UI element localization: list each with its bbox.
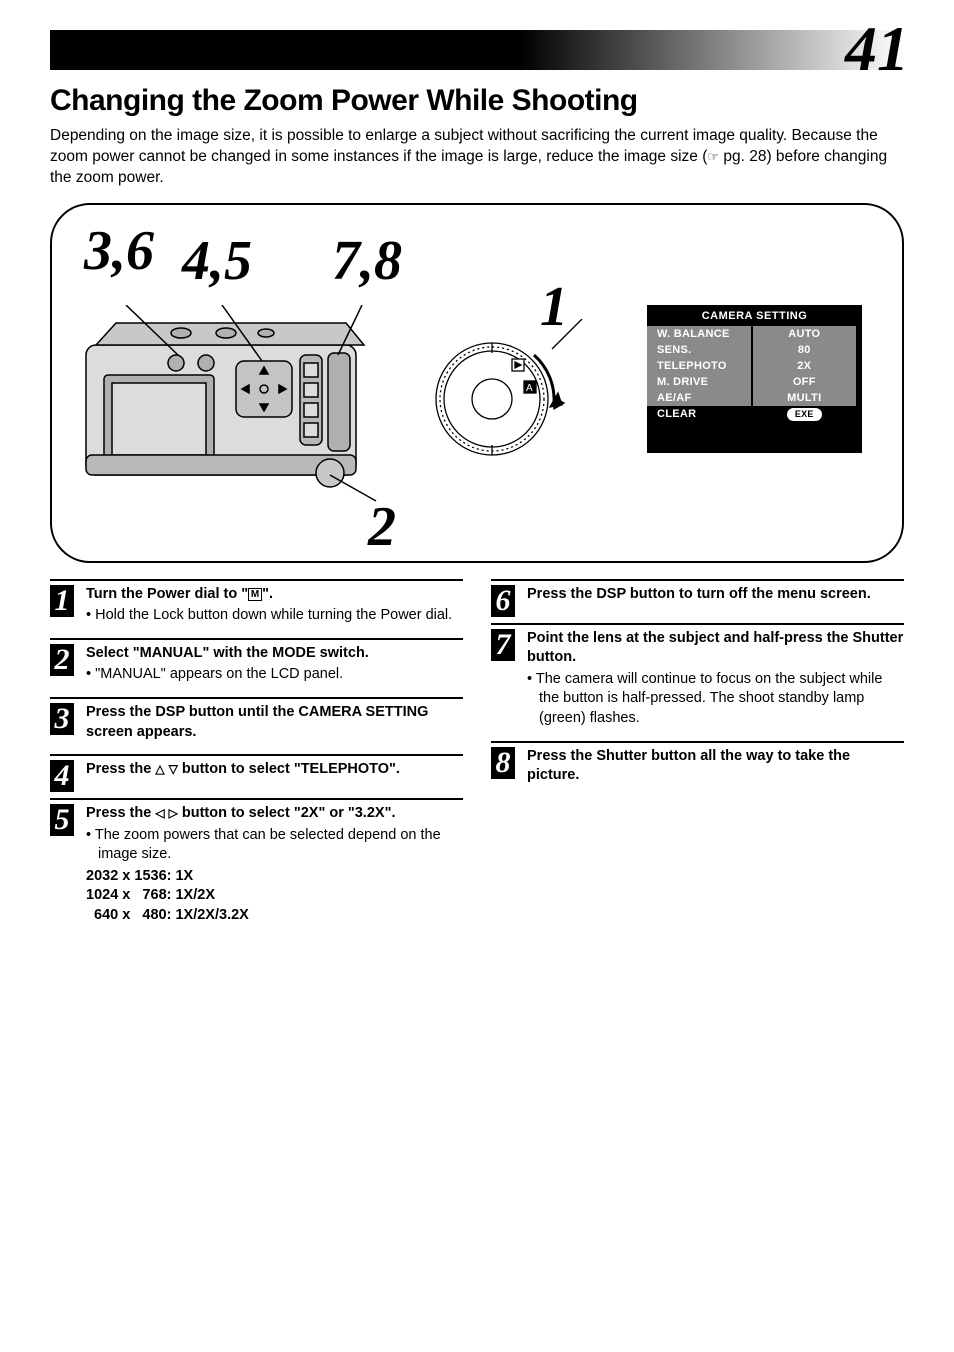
step-number-box: 4 [50, 760, 78, 792]
setting-value: AUTO [753, 326, 856, 342]
setting-key: TELEPHOTO [647, 358, 751, 374]
step-number-box: 3 [50, 703, 78, 748]
setting-row: SENS.80 [647, 342, 862, 358]
step-heading: Press the Shutter button all the way to … [527, 747, 904, 786]
step: 4 Press the button to select "TELEPHOTO". [50, 754, 463, 792]
camera-illustration [76, 305, 396, 505]
step: 2Select "MANUAL" with the MODE switch.• … [50, 638, 463, 691]
step-number-box: 1 [50, 585, 78, 632]
setting-row: TELEPHOTO2X [647, 358, 862, 374]
step-number: 7 [491, 629, 515, 661]
step-number: 6 [491, 585, 515, 617]
step-number: 3 [50, 703, 74, 735]
step-heading: Press the DSP button until the CAMERA SE… [86, 703, 463, 742]
step-number-box: 8 [491, 747, 519, 792]
setting-key: CLEAR [647, 406, 751, 423]
resolution-row: 2032 x 1536: 1X [86, 867, 463, 887]
step-body: Point the lens at the subject and half-p… [519, 629, 904, 735]
step-heading: Turn the Power dial to "M". [86, 585, 463, 605]
step-body: Press the button to select "2X" or "3.2X… [78, 804, 463, 931]
step-bullet: • Hold the Lock button down while turnin… [86, 606, 463, 626]
steps-right-column: 6 Press the DSP button to turn off the me… [491, 579, 904, 938]
step-bullet: • The camera will continue to focus on t… [527, 670, 904, 729]
exe-badge: EXE [787, 408, 822, 421]
step-heading: Select "MANUAL" with the MODE switch. [86, 644, 463, 664]
setting-key: AE/AF [647, 390, 751, 406]
setting-key: W. BALANCE [647, 326, 751, 342]
step-heading: Press the button to select "2X" or "3.2X… [86, 804, 463, 824]
camera-setting-panel: CAMERA SETTING W. BALANCEAUTOSENS.80TELE… [647, 305, 862, 453]
step: 8 Press the Shutter button all the way to… [491, 741, 904, 792]
svg-text:A: A [526, 383, 533, 394]
step-number-box: 6 [491, 585, 519, 617]
setting-value: OFF [753, 374, 856, 390]
page-number: 41 [845, 12, 909, 86]
camera-setting-title: CAMERA SETTING [647, 305, 862, 326]
setting-key: SENS. [647, 342, 751, 358]
step-bullet: • "MANUAL" appears on the LCD panel. [86, 665, 463, 685]
triangle-up-icon [155, 761, 164, 777]
page-title: Changing the Zoom Power While Shooting [50, 84, 904, 118]
step-number: 2 [50, 644, 74, 676]
step-number: 8 [491, 747, 515, 779]
setting-value: EXE [753, 406, 856, 423]
header-gradient-bar: 41 [50, 30, 904, 70]
step-body: Turn the Power dial to "M".• Hold the Lo… [78, 585, 463, 632]
triangle-right-icon [169, 805, 178, 821]
step: 5 Press the button to select "2X" or "3.2… [50, 798, 463, 931]
step-number-box: 7 [491, 629, 519, 735]
step-heading: Point the lens at the subject and half-p… [527, 629, 904, 668]
page-ref-icon: ☞ [707, 148, 719, 166]
setting-value: 2X [753, 358, 856, 374]
setting-row: W. BALANCEAUTO [647, 326, 862, 342]
step-body: Select "MANUAL" with the MODE switch.• "… [78, 644, 463, 691]
dial-illustration: A [422, 319, 592, 479]
setting-value: MULTI [753, 390, 856, 406]
step-body: Press the DSP button to turn off the men… [519, 585, 904, 617]
step: 3 Press the DSP button until the CAMERA S… [50, 697, 463, 748]
setting-row: AE/AFMULTI [647, 390, 862, 406]
step-bullet: • The zoom powers that can be selected d… [86, 826, 463, 865]
resolution-row: 640 x 480: 1X/2X/3.2X [86, 906, 463, 926]
step-body: Press the button to select "TELEPHOTO". [78, 760, 463, 792]
setting-value: 80 [753, 342, 856, 358]
intro-paragraph: Depending on the image size, it is possi… [50, 126, 904, 189]
steps-columns: 1Turn the Power dial to "M".• Hold the L… [50, 579, 904, 938]
step-number-box: 5 [50, 804, 78, 931]
step: 7 Point the lens at the subject and half-… [491, 623, 904, 735]
setting-row: CLEAR EXE [647, 406, 862, 423]
triangle-down-icon [169, 761, 178, 777]
callout-7-8: 7,8 [332, 229, 402, 293]
m-mode-icon: M [248, 588, 262, 601]
step: 6 Press the DSP button to turn off the me… [491, 579, 904, 617]
step-heading: Press the button to select "TELEPHOTO". [86, 760, 463, 780]
step-number-box: 2 [50, 644, 78, 691]
step-number: 5 [50, 804, 74, 836]
resolution-list: 2032 x 1536: 1X1024 x 768: 1X/2X 640 x 4… [86, 867, 463, 926]
step-number: 4 [50, 760, 74, 792]
setting-key: M. DRIVE [647, 374, 751, 390]
callout-3-6: 3,6 [84, 219, 154, 283]
step: 1Turn the Power dial to "M".• Hold the L… [50, 579, 463, 632]
diagram-frame: 3,6 4,5 7,8 1 2 [50, 203, 904, 563]
step-heading: Press the DSP button to turn off the men… [527, 585, 904, 605]
steps-left-column: 1Turn the Power dial to "M".• Hold the L… [50, 579, 463, 938]
setting-row: M. DRIVEOFF [647, 374, 862, 390]
triangle-left-icon [155, 805, 164, 821]
resolution-row: 1024 x 768: 1X/2X [86, 886, 463, 906]
step-number: 1 [50, 585, 74, 617]
step-body: Press the DSP button until the CAMERA SE… [78, 703, 463, 748]
step-body: Press the Shutter button all the way to … [519, 747, 904, 792]
callout-4-5: 4,5 [182, 229, 252, 293]
